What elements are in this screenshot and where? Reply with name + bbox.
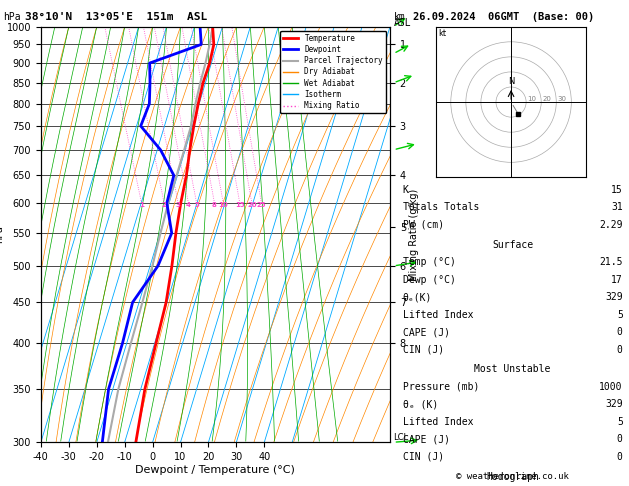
Text: 10: 10 [218, 202, 228, 208]
Text: Most Unstable: Most Unstable [474, 364, 551, 375]
Text: θₑ (K): θₑ (K) [403, 399, 438, 410]
Text: kt: kt [439, 29, 447, 38]
Text: Lifted Index: Lifted Index [403, 310, 473, 320]
Text: 38°10'N  13°05'E  151m  ASL: 38°10'N 13°05'E 151m ASL [25, 12, 208, 22]
Text: 5: 5 [617, 417, 623, 427]
Text: 26.09.2024  06GMT  (Base: 00): 26.09.2024 06GMT (Base: 00) [413, 12, 594, 22]
Text: 0: 0 [617, 452, 623, 462]
Text: 3: 3 [175, 202, 181, 208]
Y-axis label: hPa: hPa [0, 226, 4, 243]
Text: 17: 17 [611, 275, 623, 285]
Text: Pressure (mb): Pressure (mb) [403, 382, 479, 392]
Text: 2: 2 [162, 202, 167, 208]
Legend: Temperature, Dewpoint, Parcel Trajectory, Dry Adiabat, Wet Adiabat, Isotherm, Mi: Temperature, Dewpoint, Parcel Trajectory… [280, 31, 386, 113]
Text: N: N [508, 77, 515, 86]
Text: ASL: ASL [394, 18, 411, 29]
Text: 15: 15 [611, 185, 623, 195]
Text: 25: 25 [257, 202, 266, 208]
Text: Dewp (°C): Dewp (°C) [403, 275, 455, 285]
Text: Temp (°C): Temp (°C) [403, 257, 455, 267]
Text: 4: 4 [186, 202, 191, 208]
Text: 10: 10 [528, 96, 537, 102]
Text: 2.29: 2.29 [599, 220, 623, 230]
Text: 5: 5 [617, 310, 623, 320]
Text: PW (cm): PW (cm) [403, 220, 443, 230]
Text: km: km [394, 12, 406, 22]
Y-axis label: Mixing Ratio (g/kg): Mixing Ratio (g/kg) [409, 189, 419, 280]
Text: Surface: Surface [492, 240, 533, 250]
Text: 0: 0 [617, 345, 623, 355]
Text: 0: 0 [617, 434, 623, 445]
Text: hPa: hPa [3, 12, 21, 22]
Text: 20: 20 [543, 96, 552, 102]
Text: Hodograph: Hodograph [486, 472, 539, 482]
Text: CAPE (J): CAPE (J) [403, 434, 450, 445]
Text: LCL: LCL [394, 433, 409, 442]
Text: 1000: 1000 [599, 382, 623, 392]
Text: 20: 20 [247, 202, 257, 208]
Text: 15: 15 [235, 202, 245, 208]
Text: 0: 0 [617, 327, 623, 337]
Text: 5: 5 [194, 202, 199, 208]
Text: CIN (J): CIN (J) [403, 452, 443, 462]
Text: 30: 30 [558, 96, 567, 102]
Text: 21.5: 21.5 [599, 257, 623, 267]
Text: θₑ(K): θₑ(K) [403, 292, 432, 302]
Text: CAPE (J): CAPE (J) [403, 327, 450, 337]
Text: Lifted Index: Lifted Index [403, 417, 473, 427]
Text: 329: 329 [605, 292, 623, 302]
Text: 31: 31 [611, 202, 623, 212]
Text: 1: 1 [139, 202, 144, 208]
Text: 8: 8 [212, 202, 217, 208]
Text: 329: 329 [605, 399, 623, 410]
Text: Totals Totals: Totals Totals [403, 202, 479, 212]
Text: CIN (J): CIN (J) [403, 345, 443, 355]
Text: © weatheronline.co.uk: © weatheronline.co.uk [456, 472, 569, 481]
X-axis label: Dewpoint / Temperature (°C): Dewpoint / Temperature (°C) [135, 465, 296, 475]
Text: K: K [403, 185, 408, 195]
